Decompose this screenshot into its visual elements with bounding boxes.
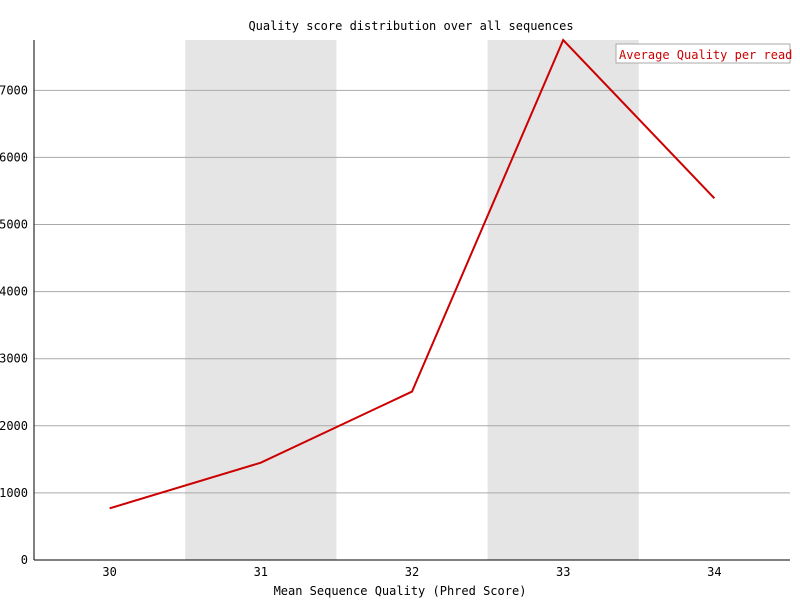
- y-tick-labels: 0 1000 2000 3000 4000 5000 6000 7000: [0, 83, 28, 567]
- x-tick-label: 31: [254, 565, 268, 579]
- x-tick-labels: 30 31 32 33 34: [102, 565, 721, 579]
- series-lines: [109, 38, 716, 510]
- legend-box: [615, 43, 791, 64]
- y-tick-label: 5000: [0, 218, 28, 232]
- legend: Average Quality per read: [615, 43, 792, 64]
- y-tick-label: 3000: [0, 352, 28, 366]
- x-tick-label: 32: [405, 565, 419, 579]
- band-31: [185, 40, 337, 560]
- x-axis-label: Mean Sequence Quality (Phred Score): [274, 584, 527, 598]
- y-tick-label: 7000: [0, 83, 28, 97]
- y-gridlines: [34, 89, 790, 494]
- y-tick-label: 6000: [0, 150, 28, 164]
- legend-label: Average Quality per read: [619, 48, 792, 62]
- chart-title: Quality score distribution over all sequ…: [248, 19, 573, 33]
- band-33: [487, 40, 639, 560]
- y-tick-label: 1000: [0, 486, 28, 500]
- x-tick-label: 33: [556, 565, 570, 579]
- x-tick-label: 34: [707, 565, 721, 579]
- x-tick-label: 30: [102, 565, 116, 579]
- y-tick-label: 2000: [0, 419, 28, 433]
- y-tick-label: 0: [21, 553, 28, 567]
- y-tick-label: 4000: [0, 285, 28, 299]
- alternating-column-bands: [185, 40, 639, 560]
- axes: [33, 40, 790, 561]
